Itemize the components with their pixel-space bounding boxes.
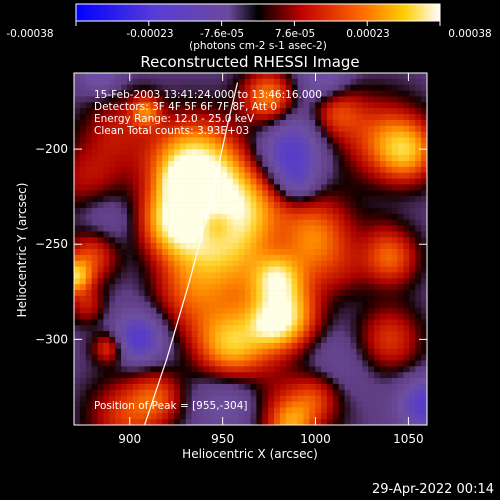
y-tick-label: −250 <box>35 237 68 251</box>
colorbar-tick-label: 0.00038 <box>448 28 491 40</box>
x-tick-label: 900 <box>118 432 141 446</box>
y-tick-label: −200 <box>35 142 68 156</box>
colorbar-tick-label: -7.6e-05 <box>200 28 244 40</box>
peak-position-label: Position of Peak = [955,-304] <box>94 400 248 412</box>
y-axis-ticks: −200 −250 −300 <box>35 142 427 346</box>
colorbar-tick-label: -0.00023 <box>126 28 173 40</box>
annotation-detectors: Detectors: 3F 4F 5F 6F 7F 8F, Att 0 <box>94 101 277 113</box>
x-axis-ticks: 900 950 1000 1050 <box>118 73 424 446</box>
colorbar-tick-label: -0.00038 <box>6 28 53 40</box>
annotation-counts: Clean Total counts: 3.93E+03 <box>94 125 249 137</box>
colorbar-ticks: -0.00038 -0.00023 -7.6e-05 7.6e-05 0.00023 0.… <box>6 21 492 40</box>
x-tick-label: 950 <box>211 432 234 446</box>
x-tick-label: 1050 <box>393 432 424 446</box>
colorbar: -0.00038 -0.00023 -7.6e-05 7.6e-05 0.00023 0.… <box>6 3 492 52</box>
x-tick-label: 1000 <box>300 432 331 446</box>
colorbar-tick-label: 0.00023 <box>346 28 389 40</box>
solar-limb-curve <box>144 82 239 425</box>
y-axis-label: Heliocentric Y (arcsec) <box>15 183 29 318</box>
annotation-time: 15-Feb-2003 13:41:24.000 to 13:46:16.000 <box>94 89 322 101</box>
heatmap <box>74 73 427 425</box>
chart-title: Reconstructed RHESSI Image <box>140 53 359 71</box>
x-axis-label: Heliocentric X (arcsec) <box>182 447 318 461</box>
colorbar-tick-label: 7.6e-05 <box>275 28 315 40</box>
annotation-energy: Energy Range: 12.0 - 25.0 keV <box>94 113 255 125</box>
plot-frame <box>73 72 428 426</box>
colorbar-gradient <box>75 3 441 22</box>
annotation-block: 15-Feb-2003 13:41:24.000 to 13:46:16.000… <box>94 89 322 412</box>
y-tick-label: −300 <box>35 332 68 346</box>
colorbar-unit-label: (photons cm-2 s-1 asec-2) <box>189 40 327 52</box>
generated-timestamp: 29-Apr-2022 00:14 <box>372 482 494 497</box>
